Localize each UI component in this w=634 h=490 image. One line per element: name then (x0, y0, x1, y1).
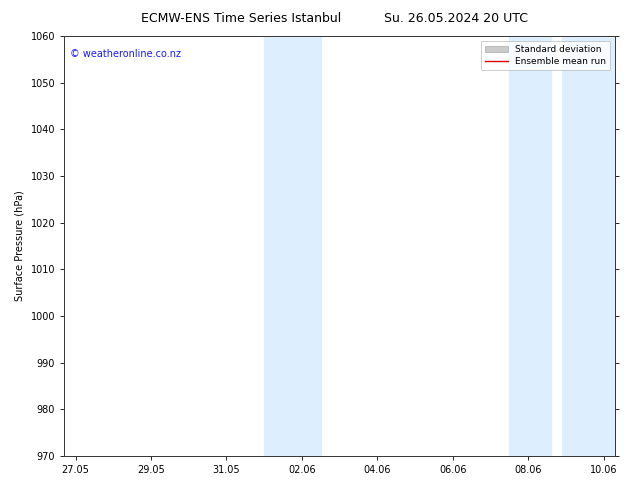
Bar (562, 36, 615, 456)
Y-axis label: Surface Pressure (hPa): Surface Pressure (hPa) (15, 191, 25, 301)
Legend: Standard deviation, Ensemble mean run: Standard deviation, Ensemble mean run (481, 41, 611, 71)
Text: ECMW-ENS Time Series Istanbul: ECMW-ENS Time Series Istanbul (141, 12, 341, 25)
Text: © weatheronline.co.nz: © weatheronline.co.nz (70, 49, 181, 59)
Bar (264, 36, 321, 456)
Text: Su. 26.05.2024 20 UTC: Su. 26.05.2024 20 UTC (384, 12, 529, 25)
Bar (509, 36, 551, 456)
